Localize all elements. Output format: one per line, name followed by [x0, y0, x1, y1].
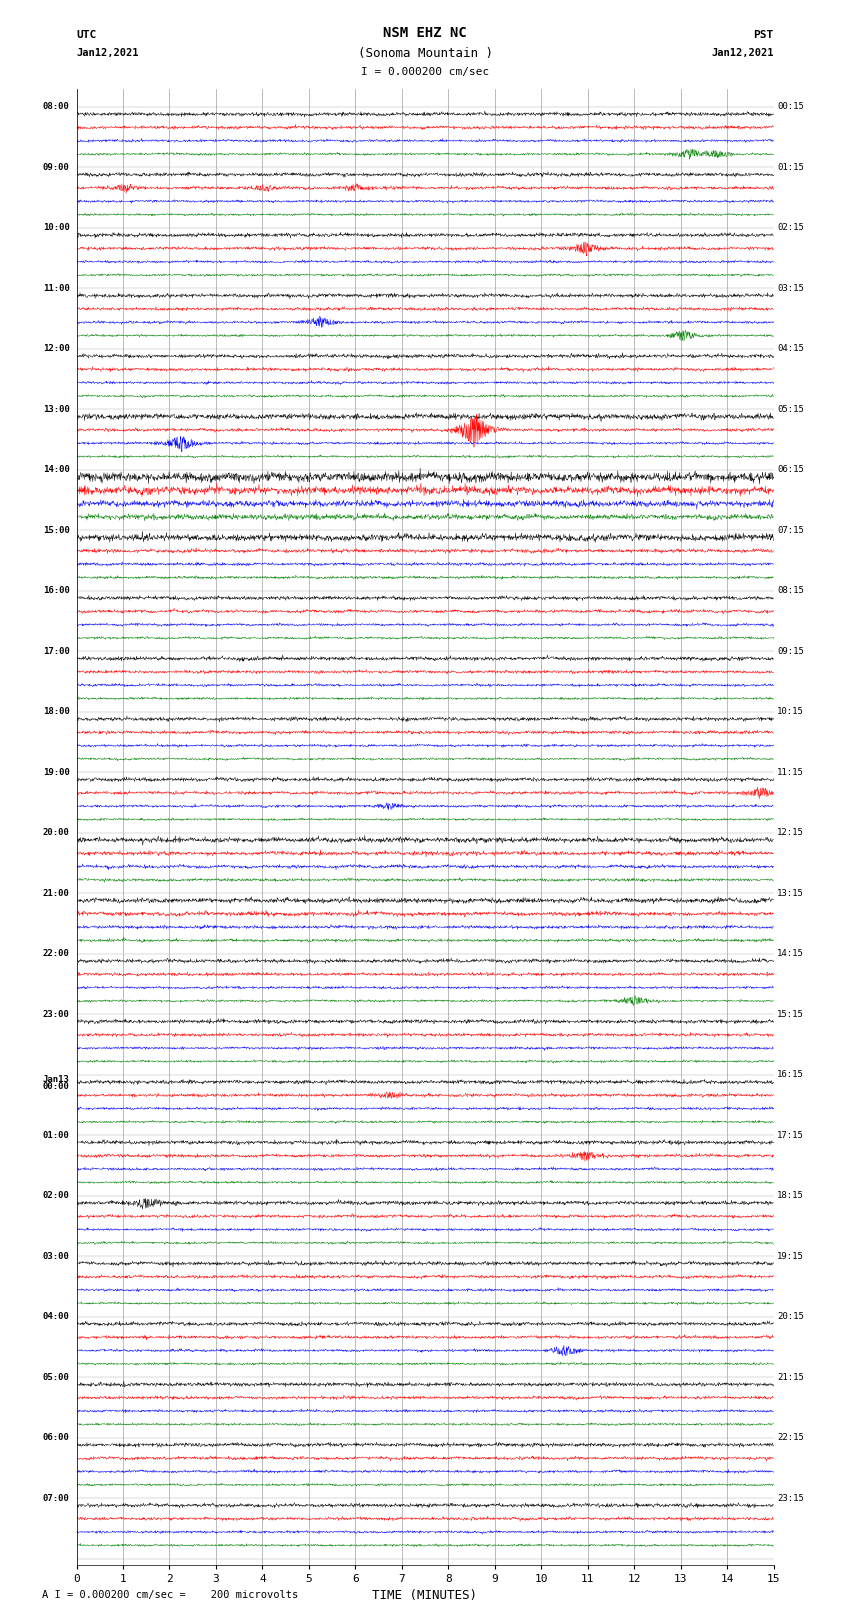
Text: 17:15: 17:15	[777, 1131, 804, 1140]
Text: 16:00: 16:00	[42, 586, 70, 595]
Text: 19:15: 19:15	[777, 1252, 804, 1261]
Text: 18:00: 18:00	[42, 706, 70, 716]
Text: 21:00: 21:00	[42, 889, 70, 898]
Text: 11:00: 11:00	[42, 284, 70, 294]
Text: I = 0.000200 cm/sec: I = 0.000200 cm/sec	[361, 68, 489, 77]
Text: Jan12,2021: Jan12,2021	[76, 48, 139, 58]
Text: 16:15: 16:15	[777, 1069, 804, 1079]
Text: 08:15: 08:15	[777, 586, 804, 595]
Text: 10:00: 10:00	[42, 223, 70, 232]
Text: 12:00: 12:00	[42, 344, 70, 353]
Text: 02:15: 02:15	[777, 223, 804, 232]
Text: 02:00: 02:00	[42, 1190, 70, 1200]
Text: 20:00: 20:00	[42, 827, 70, 837]
Text: 04:00: 04:00	[42, 1311, 70, 1321]
Text: 09:00: 09:00	[42, 163, 70, 173]
Text: 00:15: 00:15	[777, 102, 804, 111]
Text: 08:00: 08:00	[42, 102, 70, 111]
Text: 11:15: 11:15	[777, 768, 804, 777]
Text: (Sonoma Mountain ): (Sonoma Mountain )	[358, 47, 492, 60]
Text: 17:00: 17:00	[42, 647, 70, 656]
Text: 22:15: 22:15	[777, 1432, 804, 1442]
Text: 01:15: 01:15	[777, 163, 804, 173]
Text: 19:00: 19:00	[42, 768, 70, 777]
Text: 01:00: 01:00	[42, 1131, 70, 1140]
X-axis label: TIME (MINUTES): TIME (MINUTES)	[372, 1589, 478, 1602]
Text: A I = 0.000200 cm/sec =    200 microvolts: A I = 0.000200 cm/sec = 200 microvolts	[42, 1590, 298, 1600]
Text: 07:15: 07:15	[777, 526, 804, 536]
Text: 03:00: 03:00	[42, 1252, 70, 1261]
Text: 13:15: 13:15	[777, 889, 804, 898]
Text: 21:15: 21:15	[777, 1373, 804, 1382]
Text: 14:00: 14:00	[42, 465, 70, 474]
Text: Jan12,2021: Jan12,2021	[711, 48, 774, 58]
Text: 06:15: 06:15	[777, 465, 804, 474]
Text: 06:00: 06:00	[42, 1432, 70, 1442]
Text: 00:00: 00:00	[42, 1082, 70, 1090]
Text: 05:15: 05:15	[777, 405, 804, 415]
Text: 18:15: 18:15	[777, 1190, 804, 1200]
Text: 09:15: 09:15	[777, 647, 804, 656]
Text: 12:15: 12:15	[777, 827, 804, 837]
Text: 14:15: 14:15	[777, 948, 804, 958]
Text: PST: PST	[753, 31, 774, 40]
Text: 05:00: 05:00	[42, 1373, 70, 1382]
Text: 20:15: 20:15	[777, 1311, 804, 1321]
Text: UTC: UTC	[76, 31, 97, 40]
Text: 15:15: 15:15	[777, 1010, 804, 1019]
Text: 22:00: 22:00	[42, 948, 70, 958]
Text: 07:00: 07:00	[42, 1494, 70, 1503]
Text: NSM EHZ NC: NSM EHZ NC	[383, 26, 467, 40]
Text: 03:15: 03:15	[777, 284, 804, 294]
Text: 13:00: 13:00	[42, 405, 70, 415]
Text: 15:00: 15:00	[42, 526, 70, 536]
Text: Jan13: Jan13	[42, 1074, 70, 1084]
Text: 04:15: 04:15	[777, 344, 804, 353]
Text: 23:15: 23:15	[777, 1494, 804, 1503]
Text: 10:15: 10:15	[777, 706, 804, 716]
Text: 23:00: 23:00	[42, 1010, 70, 1019]
